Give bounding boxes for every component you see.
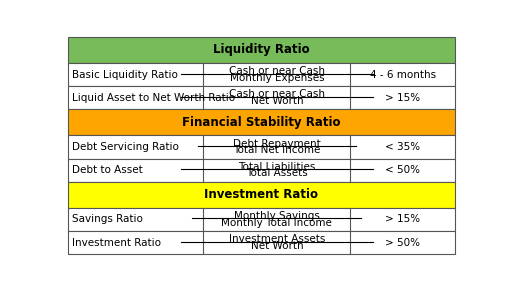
Text: Basic Liquidity Ratio: Basic Liquidity Ratio xyxy=(72,69,178,79)
Text: Liquid Asset to Net Worth Ratio: Liquid Asset to Net Worth Ratio xyxy=(72,93,235,103)
Text: Total Liabilities: Total Liabilities xyxy=(238,162,315,172)
Bar xyxy=(68,208,454,231)
Text: Monthly Expenses: Monthly Expenses xyxy=(229,73,324,83)
Text: Total Net Income: Total Net Income xyxy=(233,145,320,155)
Bar xyxy=(68,63,454,86)
Text: 4 - 6 months: 4 - 6 months xyxy=(369,69,435,79)
Text: Investment Ratio: Investment Ratio xyxy=(204,188,318,201)
Bar xyxy=(68,86,454,109)
Text: Net Worth: Net Worth xyxy=(250,96,302,106)
Text: > 15%: > 15% xyxy=(384,93,419,103)
Bar xyxy=(68,158,454,182)
Text: Financial Stability Ratio: Financial Stability Ratio xyxy=(182,116,340,129)
Text: < 50%: < 50% xyxy=(384,165,419,175)
Bar xyxy=(68,182,454,208)
Text: < 35%: < 35% xyxy=(384,142,419,152)
Bar xyxy=(68,231,454,254)
Text: Liquidity Ratio: Liquidity Ratio xyxy=(213,43,309,56)
Text: Savings Ratio: Savings Ratio xyxy=(72,214,143,224)
Bar xyxy=(68,135,454,158)
Text: Debt to Asset: Debt to Asset xyxy=(72,165,143,175)
Text: Monthly Total Income: Monthly Total Income xyxy=(221,218,332,228)
Text: > 50%: > 50% xyxy=(384,238,419,247)
Text: > 15%: > 15% xyxy=(384,214,419,224)
Bar xyxy=(68,37,454,63)
Text: Debt Repayment: Debt Repayment xyxy=(233,139,320,149)
Text: Debt Servicing Ratio: Debt Servicing Ratio xyxy=(72,142,179,152)
Text: Cash or near Cash: Cash or near Cash xyxy=(229,89,324,99)
Text: Investment Assets: Investment Assets xyxy=(228,234,324,244)
Text: Total Assets: Total Assets xyxy=(245,168,307,178)
Text: Cash or near Cash: Cash or near Cash xyxy=(229,66,324,76)
Bar xyxy=(68,109,454,135)
Text: Investment Ratio: Investment Ratio xyxy=(72,238,161,247)
Text: Monthly Savings: Monthly Savings xyxy=(234,211,319,221)
Text: Net Worth: Net Worth xyxy=(250,241,302,251)
